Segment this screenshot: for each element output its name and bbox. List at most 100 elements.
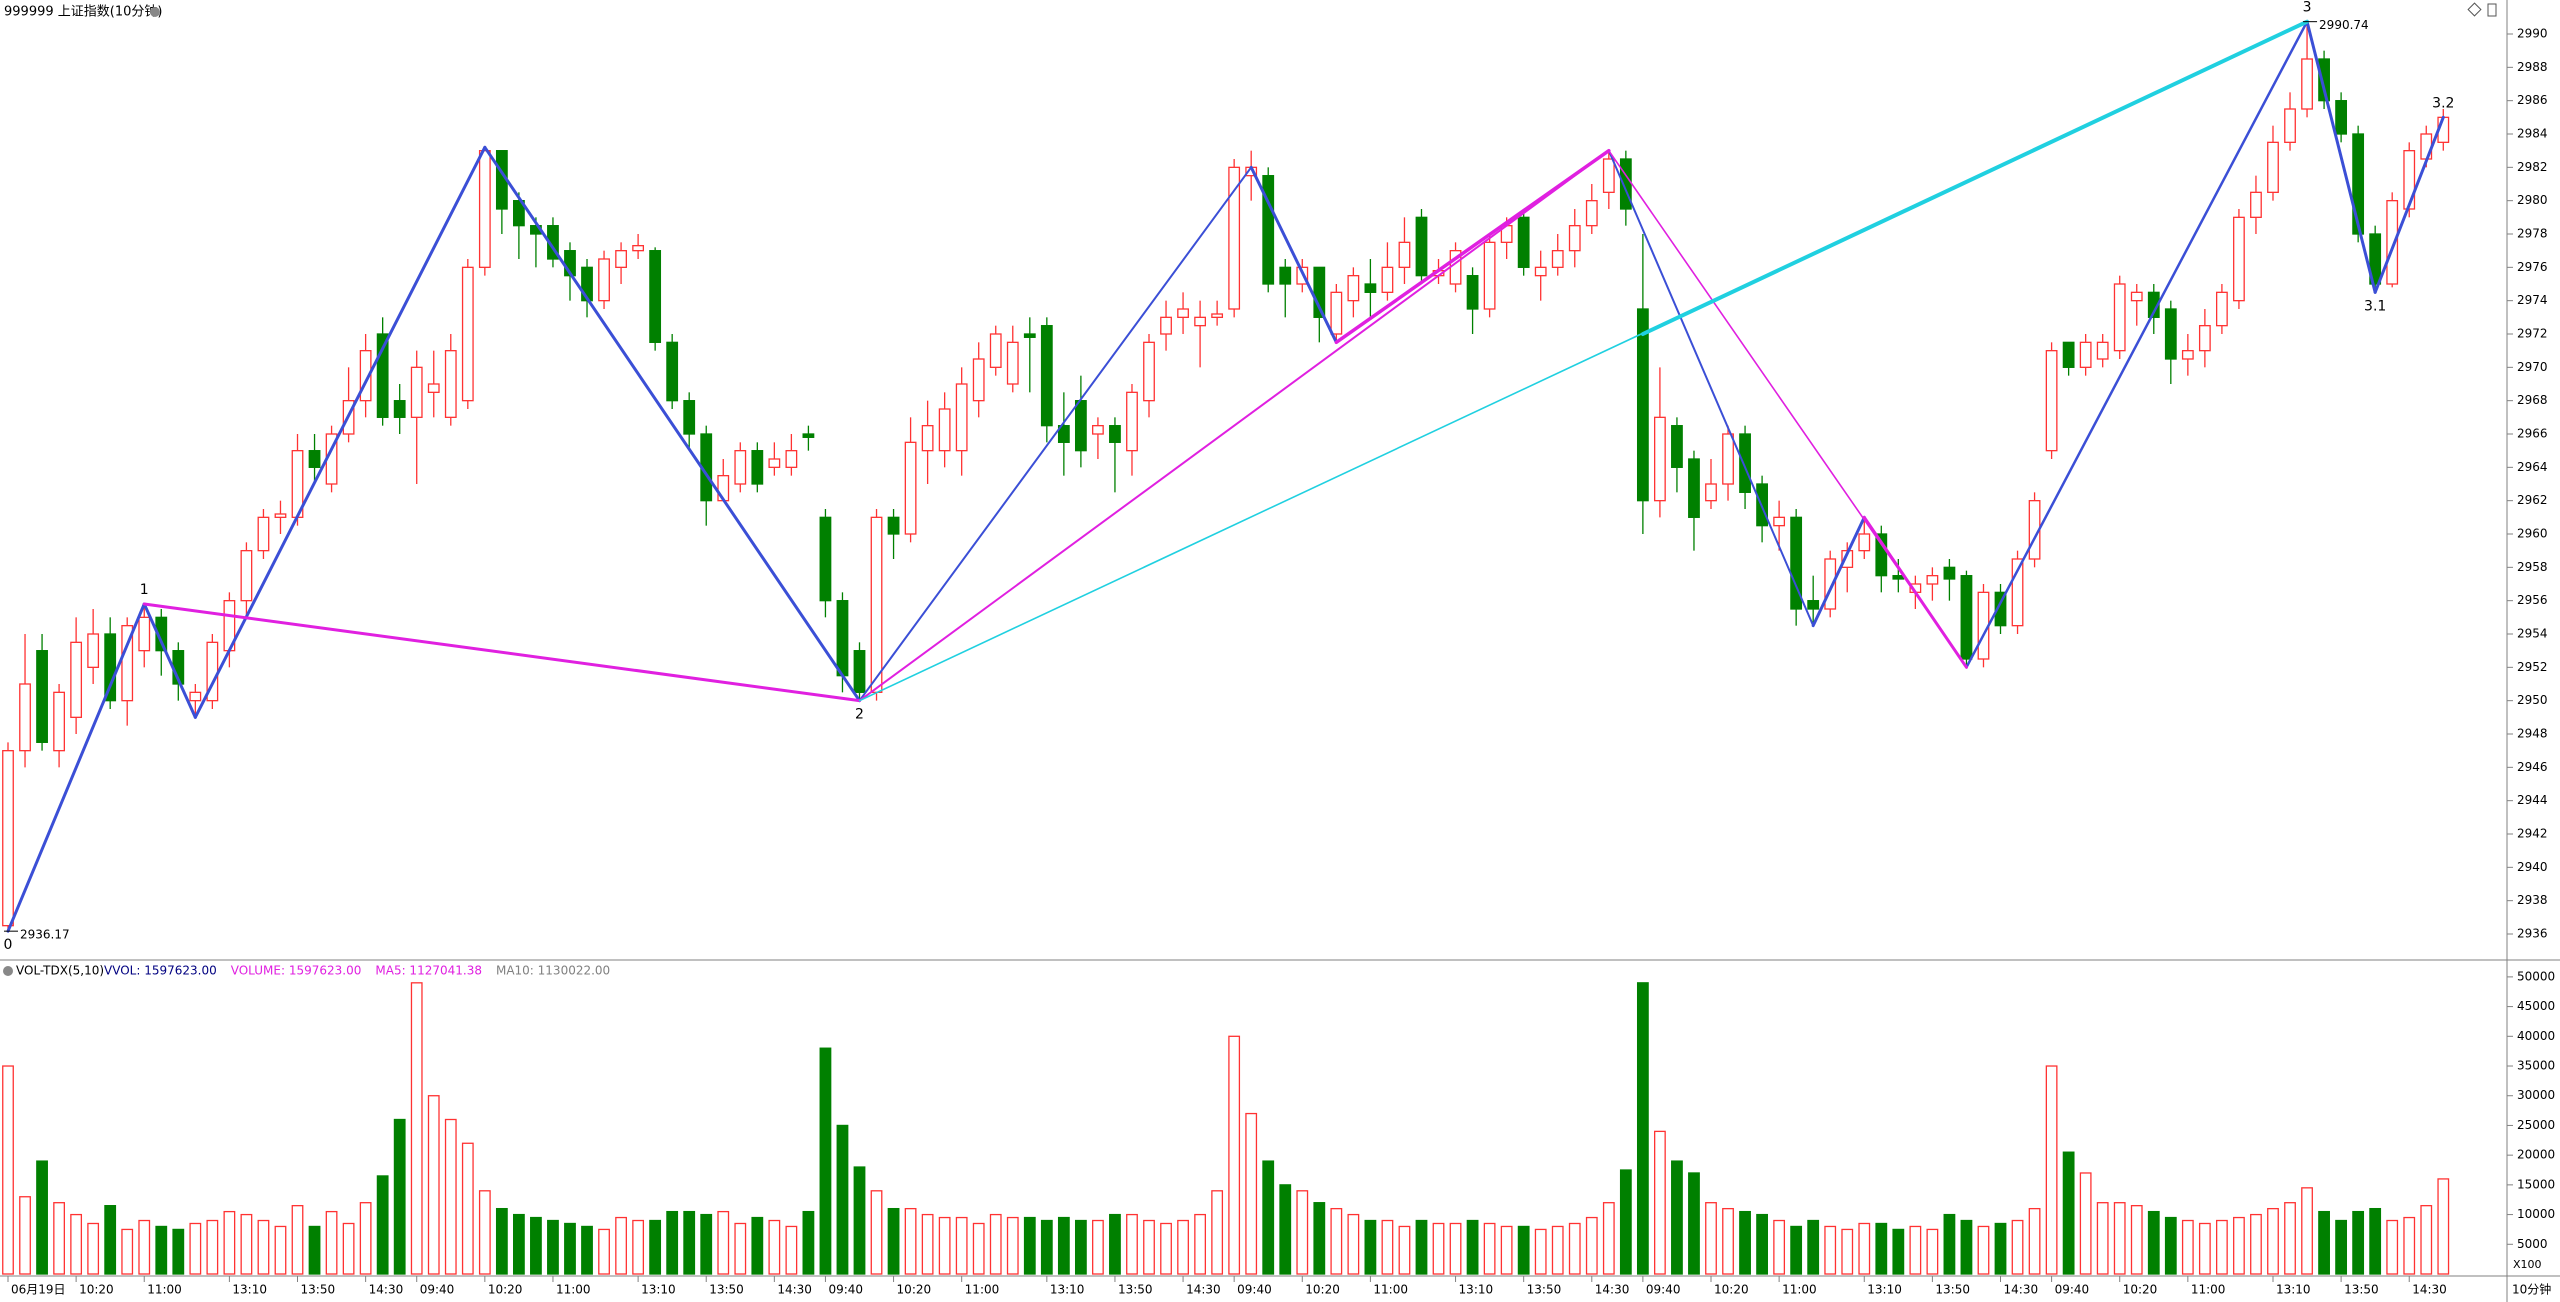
title-icon[interactable] [150,7,160,17]
candle-body [1739,433,1751,493]
candle-body [1023,333,1036,338]
volume-bar [1926,1228,1939,1275]
y-tick-label: 2966 [2517,427,2548,441]
y-tick-label: 2950 [2517,693,2548,707]
volume-bar [1892,1228,1905,1275]
volume-bar [853,1166,866,1275]
candle-body [768,458,781,468]
candle-body [138,616,151,652]
x-tick-label: 13:50 [1935,1283,1970,1297]
candle-body [513,200,525,227]
indicator-label: VOLUME: 1597623.00 [231,964,362,978]
wave-line [1862,515,1968,669]
volume-bar [70,1213,83,1275]
volume-bar [1551,1225,1564,1275]
volume-bar [1160,1222,1172,1275]
pivot-label: 3.1 [2364,298,2386,314]
volume-bar [547,1219,559,1275]
candle-body [785,450,798,468]
window-icon[interactable] [2467,2,2482,17]
x-tick-label: 10:20 [488,1283,523,1297]
window-icon[interactable] [2487,3,2497,17]
candle-body [1415,216,1428,277]
indicator-icon[interactable] [3,966,13,976]
indicator-label: MA10: 1130022.00 [496,964,610,978]
candle-body [2318,58,2330,102]
candle-body [1602,158,1615,193]
wave-line [2305,20,2377,294]
volume-bar [2301,1187,2313,1275]
candle-body [427,383,440,393]
y-tick-label: 2960 [2517,527,2548,541]
x-tick-label: 14:30 [2004,1283,2039,1297]
candle-body [1160,316,1172,335]
volume-bar [1483,1222,1496,1275]
volume-bar [1960,1219,1973,1275]
candle-body [1875,533,1888,577]
candle-body [2250,191,2262,218]
volume-bar [444,1118,457,1275]
x-tick-label: 10:20 [1714,1283,1749,1297]
volume-bar [2164,1216,2177,1275]
volume-bar [1977,1225,1990,1275]
candle-body [2386,200,2399,285]
volume-bar [1705,1202,1717,1275]
x-tick-label: 13:50 [709,1283,744,1297]
y-tick-label: 2968 [2517,393,2548,407]
volume-bar [1602,1202,1615,1275]
volume-bar [683,1210,696,1275]
x-tick-label: 14:30 [1186,1283,1221,1297]
y-tick-label: 2942 [2517,827,2548,841]
y-tick-label: 10000 [2517,1207,2555,1221]
volume-bar [1126,1213,1138,1275]
candle-body [1585,200,1598,227]
x-tick-label: 11:00 [1373,1283,1408,1297]
volume-bar [1415,1219,1428,1275]
candle-body [1143,341,1155,402]
candle-body [1040,325,1053,427]
candle-body [87,633,100,668]
candle-body [2198,325,2211,352]
candle-body [478,150,491,268]
candle-body [615,250,627,268]
volume-bar [938,1216,951,1275]
candle-body [1824,558,1837,610]
candle-body [1654,416,1666,502]
volume-bar [870,1190,883,1275]
volume-bar [2045,1065,2058,1275]
y-tick-label: 2974 [2517,293,2548,307]
volume-bar [2335,1219,2348,1275]
x-tick-label: 09:40 [828,1283,863,1297]
volume-title: VOL-TDX(5,10) [16,964,104,978]
y-tick-label: 20000 [2517,1148,2555,1162]
volume-bar [1279,1184,1292,1275]
candle-body [598,258,610,302]
volume-bar [1092,1219,1104,1275]
volume-bar [717,1210,730,1275]
volume-bar [1636,982,1649,1275]
volume-bar [1432,1222,1445,1275]
volume-bar [274,1225,287,1275]
y-tick-label: 5000 [2517,1237,2548,1251]
candle-body [1568,225,1581,252]
candle-body [2079,341,2092,368]
candle-body [2369,233,2382,285]
volume-bar [1364,1219,1377,1275]
volume-bar [1824,1225,1837,1275]
candle-body [870,516,883,693]
volume-bar [2215,1219,2228,1275]
y-tick-label: 2964 [2517,460,2548,474]
volume-bar [2352,1210,2365,1275]
volume-bar [36,1160,48,1275]
candle-body [189,691,202,702]
volume-bar [2079,1172,2092,1275]
candle-body [1279,266,1292,285]
volume-bar [1313,1202,1326,1275]
volume-bar [615,1216,627,1275]
candle-body [1466,275,1479,310]
volume-bar [1449,1222,1462,1275]
candle-body [921,425,934,452]
candle-body [1398,241,1411,268]
y-tick-label: 2936 [2517,927,2548,941]
